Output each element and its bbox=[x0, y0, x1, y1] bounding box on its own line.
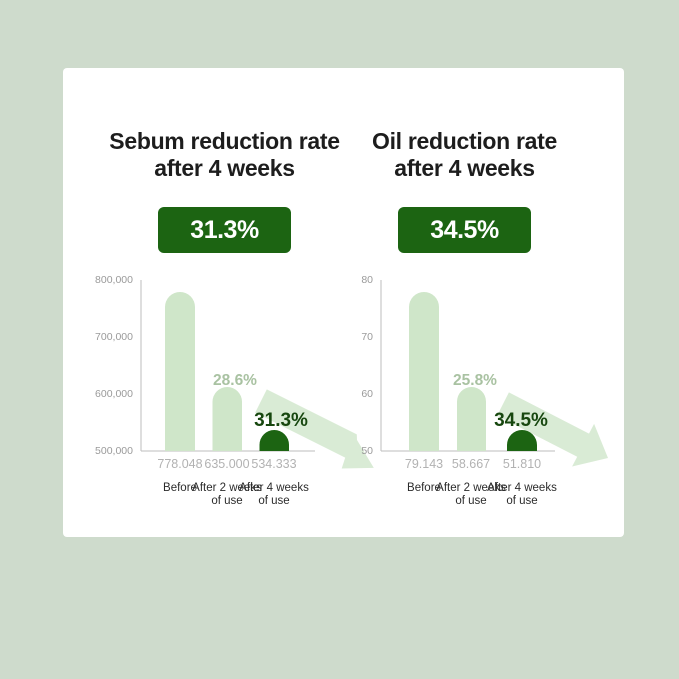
svg-text:28.6%: 28.6% bbox=[213, 372, 257, 389]
svg-text:51.810: 51.810 bbox=[503, 457, 541, 471]
svg-text:500,000: 500,000 bbox=[95, 445, 133, 457]
svg-text:25.8%: 25.8% bbox=[453, 372, 497, 389]
svg-text:60: 60 bbox=[361, 388, 373, 400]
svg-text:700,000: 700,000 bbox=[95, 331, 133, 343]
svg-text:of use: of use bbox=[455, 495, 486, 507]
svg-text:50: 50 bbox=[361, 445, 373, 457]
svg-text:of use: of use bbox=[506, 495, 537, 507]
svg-text:of use: of use bbox=[258, 495, 289, 507]
svg-text:After 4 weeks: After 4 weeks bbox=[239, 482, 309, 494]
svg-text:635.000: 635.000 bbox=[204, 457, 249, 471]
svg-text:58.667: 58.667 bbox=[452, 457, 490, 471]
svg-text:After 4 weeks: After 4 weeks bbox=[487, 482, 557, 494]
svg-text:34.5%: 34.5% bbox=[494, 410, 548, 431]
svg-text:of use: of use bbox=[211, 495, 242, 507]
svg-text:31.3%: 31.3% bbox=[254, 410, 308, 431]
svg-text:80: 80 bbox=[361, 274, 373, 286]
svg-text:800,000: 800,000 bbox=[95, 274, 133, 286]
svg-text:534.333: 534.333 bbox=[251, 457, 296, 471]
svg-text:778.048: 778.048 bbox=[157, 457, 202, 471]
svg-text:79.143: 79.143 bbox=[405, 457, 443, 471]
svg-text:600,000: 600,000 bbox=[95, 388, 133, 400]
svg-text:70: 70 bbox=[361, 331, 373, 343]
